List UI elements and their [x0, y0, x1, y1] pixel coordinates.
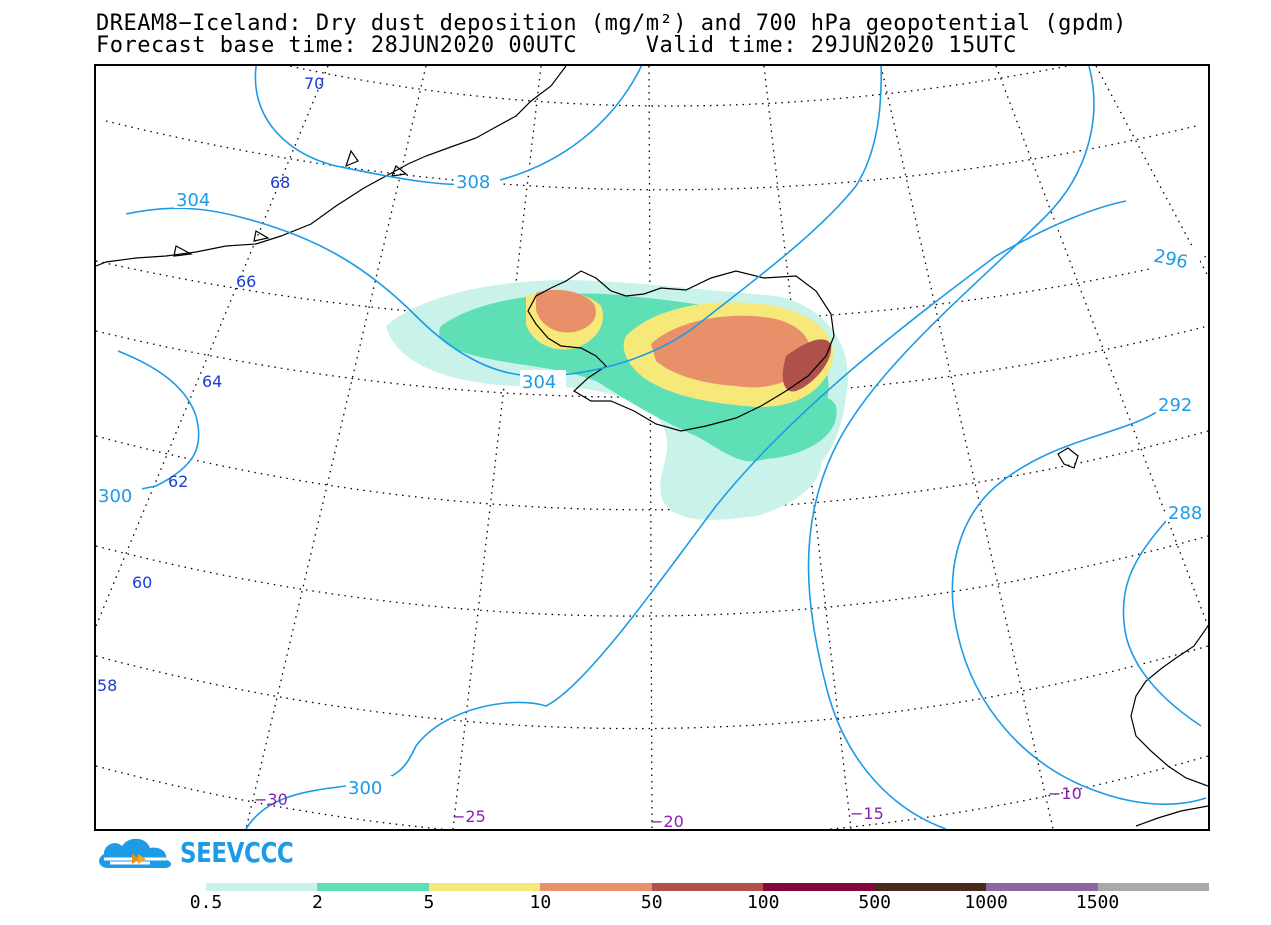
contour-label: 308	[456, 172, 490, 193]
legend-swatch	[206, 883, 318, 891]
dust-deposition-field	[386, 280, 848, 520]
latitude-label: 60	[132, 573, 152, 592]
contour-label: 300	[98, 486, 132, 507]
longitude-label: −20	[650, 812, 684, 829]
latitude-label: 58	[97, 676, 117, 695]
legend-tick-label: 100	[746, 892, 780, 913]
graticule-parallels	[96, 66, 1208, 829]
map-title: DREAM8−Iceland: Dry dust deposition (mg/…	[96, 11, 1127, 36]
legend-swatch	[1097, 883, 1209, 891]
legend-tick-label: 1000	[964, 892, 1008, 913]
latitude-label: 68	[270, 173, 290, 192]
legend-swatch	[763, 883, 875, 891]
legend-tick-label: 50	[640, 892, 663, 913]
legend-colorbar	[206, 883, 1209, 891]
latitude-label: 66	[236, 272, 256, 291]
longitude-label: −30	[254, 790, 288, 809]
latitude-label: 70	[304, 74, 324, 93]
legend-tick-label: 2	[312, 892, 323, 913]
map-panel: 308 304 304 300 300 296 292 288 70 68 66…	[94, 64, 1210, 831]
contour-label: 288	[1168, 503, 1202, 524]
legend-tick-label: 0.5	[189, 892, 223, 913]
longitude-label: −25	[452, 807, 486, 826]
seevccc-logo: SEEVCCC	[94, 832, 304, 874]
contour-label: 304	[176, 190, 210, 211]
geopotential-contours	[96, 66, 1207, 829]
longitude-label: −15	[850, 804, 884, 823]
latitude-label: 62	[168, 472, 188, 491]
longitude-label: −10	[1048, 784, 1082, 803]
legend-swatch	[986, 883, 1098, 891]
longitude-labels: −30 −25 −20 −15 −10	[254, 784, 1082, 829]
legend-swatch	[540, 883, 652, 891]
legend-swatch	[651, 883, 764, 891]
legend-tick-label: 500	[858, 892, 891, 913]
logo-text: SEEVCCC	[180, 836, 294, 869]
contour-label: 300	[348, 778, 382, 799]
contour-labels: 308 304 304 300 300 296 292 288	[96, 170, 1208, 799]
legend-tick-label: 1500	[1075, 892, 1120, 913]
legend-tick-label: 5	[423, 892, 435, 913]
map-canvas: 308 304 304 300 300 296 292 288 70 68 66…	[96, 66, 1208, 829]
map-subtitle-times: Forecast base time: 28JUN2020 00UTC Vali…	[96, 33, 1017, 58]
legend-swatch	[874, 883, 987, 891]
latitude-label: 64	[202, 372, 222, 391]
cloud-logo-icon	[99, 838, 172, 868]
legend-swatch	[317, 883, 429, 891]
contour-label: 292	[1158, 395, 1192, 416]
coastlines	[96, 66, 1208, 827]
latitude-labels: 70 68 66 64 62 60 58	[97, 74, 324, 695]
graticule-meridians	[96, 66, 1208, 829]
contour-label: 304	[522, 372, 556, 393]
legend-tick-label: 10	[529, 892, 552, 913]
legend-swatch	[428, 883, 541, 891]
